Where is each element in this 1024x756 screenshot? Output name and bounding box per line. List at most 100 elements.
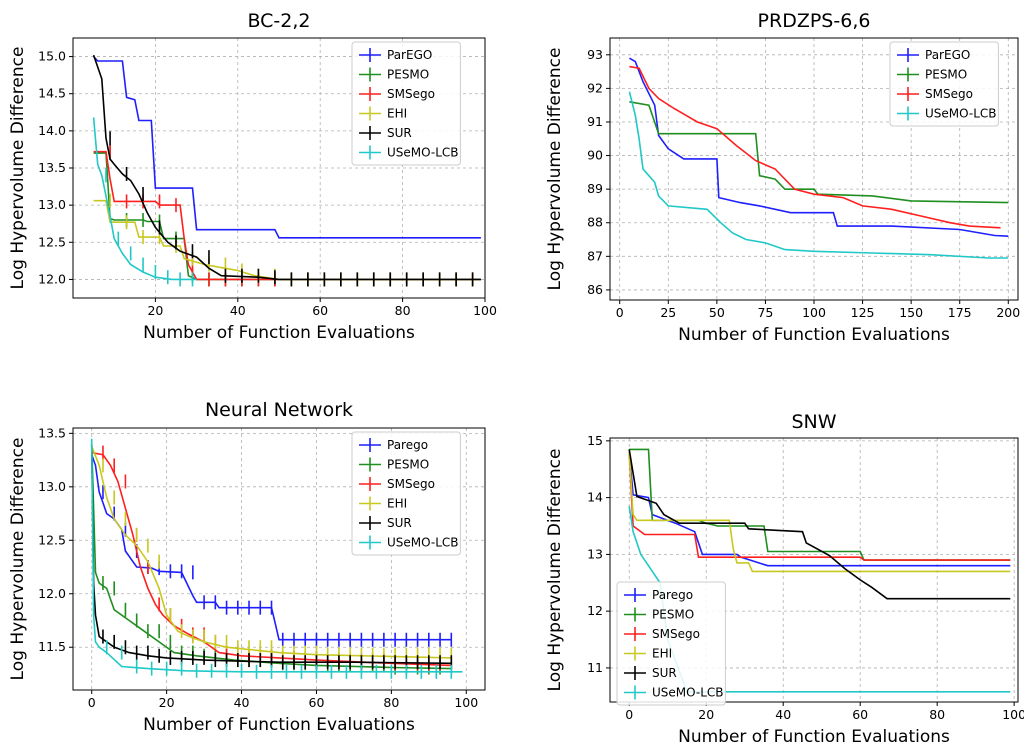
- x-axis-label: Number of Function Evaluations: [143, 323, 415, 343]
- legend-item-parego: ParEGO: [897, 48, 970, 62]
- x-tick-label: 40: [775, 707, 791, 722]
- series-line-sur: [92, 54, 481, 281]
- legend-label: SUR: [652, 666, 677, 680]
- series-line-usemo-lcb: [90, 438, 463, 673]
- x-tick-label: 100: [454, 695, 478, 710]
- legend-label: ParEGO: [387, 48, 432, 62]
- legend-label: PESMO: [925, 68, 967, 82]
- chart-title: BC-2,2: [247, 10, 310, 32]
- y-tick-label: 13: [587, 546, 603, 561]
- legend-item-ehi: EHI: [359, 496, 407, 511]
- legend-item-usemo-lcb: USeMO-LCB: [897, 106, 997, 121]
- series-line-ehi: [90, 445, 452, 659]
- y-tick-label: 11: [587, 660, 603, 675]
- legend-item-ehi: EHI: [359, 106, 407, 121]
- y-tick-label: 11.5: [38, 639, 66, 654]
- x-axis-label: Number of Function Evaluations: [143, 715, 415, 735]
- x-tick-label: 200: [996, 305, 1020, 320]
- x-tick-label: 60: [309, 695, 325, 710]
- legend-item-usemo-lcb: USeMO-LCB: [359, 535, 459, 550]
- legend-item-usemo-lcb: USeMO-LCB: [624, 685, 724, 700]
- y-axis-label: Log Hypervolume Difference: [545, 48, 565, 291]
- x-tick-label: 100: [473, 303, 497, 318]
- series-line-sur: [628, 449, 1011, 600]
- x-tick-label: 20: [147, 303, 163, 318]
- y-axis-label: Log Hypervolume Difference: [8, 47, 28, 290]
- series-line-usemo-lcb: [628, 91, 1009, 259]
- legend-label: EHI: [652, 647, 672, 661]
- x-tick-label: 40: [234, 695, 250, 710]
- x-tick-label: 60: [852, 707, 868, 722]
- y-tick-label: 14: [587, 490, 603, 505]
- legend-label: SMSego: [652, 627, 700, 641]
- series-line-ehi: [628, 452, 1011, 573]
- y-tick-label: 93: [587, 47, 603, 62]
- chart-title: Neural Network: [205, 399, 353, 421]
- legend-box: [889, 41, 999, 127]
- x-tick-label: 175: [948, 305, 972, 320]
- y-tick-label: 86: [587, 282, 603, 297]
- y-axis-label: Log Hypervolume Difference: [8, 438, 28, 681]
- legend-item-pesmo: PESMO: [897, 67, 967, 82]
- x-tick-label: 0: [625, 707, 633, 722]
- legend-label: EHI: [387, 107, 407, 121]
- legend-label: USeMO-LCB: [387, 146, 459, 160]
- legend-item-pesmo: PESMO: [359, 457, 429, 472]
- y-tick-label: 90: [587, 148, 603, 163]
- chart-title: SNW: [791, 411, 836, 433]
- plot-area: [92, 54, 481, 287]
- y-tick-label: 88: [587, 215, 603, 230]
- chart-snw: 0 20 40 60 80 100 11 12 13 14 15 SNW Number of Funct…: [545, 411, 1024, 747]
- series-line-pesmo: [90, 443, 452, 670]
- y-tick-label: 92: [587, 80, 603, 95]
- series-line-sur: [90, 443, 452, 665]
- legend: Parego PESMO SMSego EHI SUR USeMO-LCB: [616, 581, 726, 706]
- legend-label: SMSego: [387, 477, 435, 491]
- y-tick-label: 14.5: [38, 86, 66, 101]
- chart-neural-network: 0 20 40 60 80 100 11.5 12.0 12.5 13.0 13.5 Neural N…: [8, 399, 486, 735]
- legend-label: PESMO: [387, 458, 429, 472]
- series-line-ehi: [93, 199, 481, 281]
- y-tick-label: 12.5: [38, 532, 66, 547]
- y-tick-label: 13.5: [38, 425, 66, 440]
- series-line-smsego: [93, 150, 481, 281]
- legend-label: SMSego: [925, 87, 973, 101]
- x-tick-label: 100: [1002, 707, 1024, 722]
- y-tick-label: 12.0: [38, 586, 66, 601]
- y-tick-label: 87: [587, 248, 603, 263]
- series-line-pesmo: [93, 152, 481, 281]
- chart-prdzps-6-6: 0 25 50 75 100 125 150 175 200 86 87 88 89 90 91 92 93 PR…: [545, 10, 1020, 345]
- legend-item-pesmo: PESMO: [359, 67, 429, 82]
- chart-title: PRDZPS-6,6: [758, 10, 871, 32]
- legend-item-ehi: EHI: [624, 646, 672, 661]
- x-axis-label: Number of Function Evaluations: [678, 727, 950, 747]
- legend-item-smsego: SMSego: [897, 87, 973, 101]
- y-tick-label: 15: [587, 433, 603, 448]
- legend-item-smsego: SMSego: [359, 87, 435, 101]
- x-tick-label: 80: [383, 695, 399, 710]
- legend-label: SUR: [387, 126, 412, 140]
- chart-bc-2-2: 20 40 60 80 100 12.0 12.5 13.0 13.5 14.0 14.5 15.0 B…: [8, 10, 497, 343]
- legend-item-sur: SUR: [359, 516, 412, 530]
- x-tick-label: 25: [660, 305, 676, 320]
- x-tick-label: 150: [899, 305, 923, 320]
- y-tick-label: 13.0: [38, 197, 66, 212]
- plot-area: [628, 448, 1011, 693]
- legend-label: USeMO-LCB: [652, 686, 724, 700]
- legend-item-pesmo: PESMO: [624, 607, 694, 622]
- legend: Parego PESMO SMSego EHI SUR USeMO-LCB: [351, 431, 461, 556]
- legend-item-smsego: SMSego: [359, 477, 435, 491]
- x-tick-label: 0: [88, 695, 96, 710]
- y-tick-label: 12.5: [38, 234, 66, 249]
- x-tick-label: 20: [698, 707, 714, 722]
- x-tick-label: 50: [709, 305, 725, 320]
- legend-item-usemo-lcb: USeMO-LCB: [359, 145, 459, 160]
- axes-frame: [72, 427, 486, 691]
- y-axis-label: Log Hypervolume Difference: [545, 449, 565, 692]
- x-tick-label: 0: [616, 305, 624, 320]
- series-line-parego: [629, 57, 1009, 237]
- y-tick-label: 12.0: [38, 271, 66, 286]
- x-tick-label: 100: [802, 305, 826, 320]
- series-line-smsego: [628, 452, 1011, 561]
- x-tick-label: 20: [159, 695, 175, 710]
